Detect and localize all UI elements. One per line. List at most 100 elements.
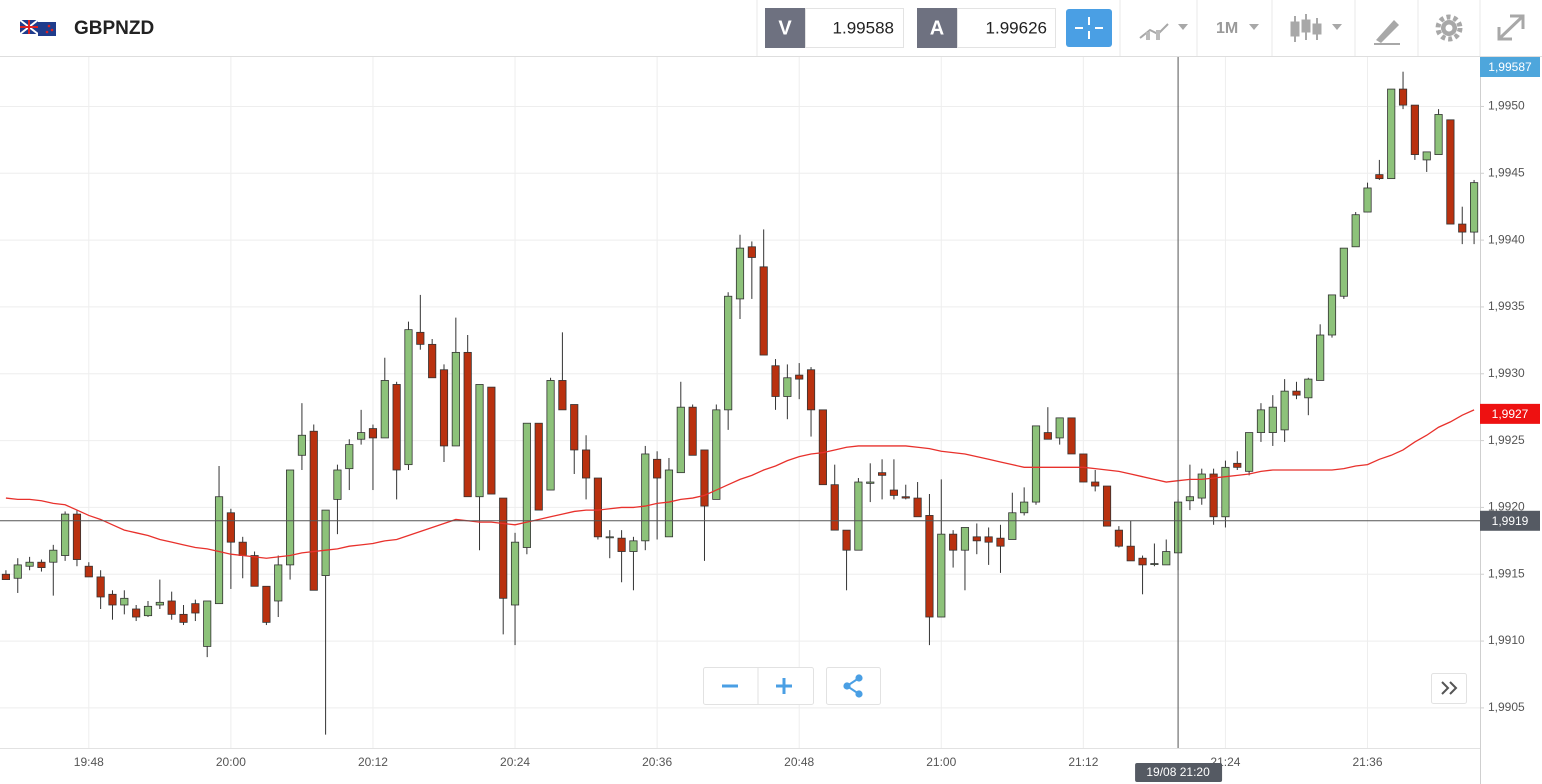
- candle-body: [96, 576, 105, 598]
- candle-body: [309, 430, 318, 591]
- candle-body: [37, 561, 46, 568]
- candle-body: [1256, 409, 1266, 433]
- candle-body: [1067, 417, 1076, 455]
- candle-body: [1446, 119, 1455, 225]
- x-tick-label: 21:12: [1068, 755, 1098, 769]
- last-price-tag-box: [1480, 57, 1540, 77]
- candle-body: [664, 469, 674, 538]
- candle-body: [724, 295, 733, 411]
- x-tick-label: 21:36: [1353, 755, 1383, 769]
- candle-body: [72, 513, 82, 560]
- candle-body: [1268, 406, 1277, 433]
- candle-body: [771, 365, 780, 397]
- candle-body: [949, 533, 958, 551]
- candle-body: [582, 449, 591, 479]
- candle-body: [120, 597, 129, 606]
- x-tick-label: 20:12: [358, 755, 388, 769]
- share-icon-dot: [843, 682, 851, 690]
- candle-body: [167, 600, 176, 615]
- candle-body: [522, 422, 531, 548]
- timeframe-button[interactable]: 1M: [1216, 20, 1259, 37]
- zoom-controls[interactable]: [703, 667, 814, 705]
- candle-body: [747, 246, 756, 258]
- candle-body: [439, 369, 449, 447]
- candle-body: [404, 329, 413, 466]
- fullscreen-button[interactable]: [1497, 14, 1525, 41]
- ask-label: A: [930, 17, 944, 39]
- y-tick-label: 1,9910: [1488, 633, 1525, 647]
- candle-body: [617, 537, 626, 552]
- chevron: [1449, 681, 1458, 695]
- candle-body: [1150, 563, 1159, 565]
- candle-body: [25, 561, 34, 567]
- ma-value-tag-box: [1480, 403, 1540, 424]
- candle-body: [1043, 432, 1052, 440]
- candle-body: [996, 537, 1005, 547]
- candle-body: [368, 428, 378, 439]
- candle-body: [570, 404, 579, 451]
- y-tick-label: 1,9940: [1488, 232, 1525, 246]
- flag-icon: [19, 19, 56, 36]
- last-price-tag: 1,99587: [1488, 60, 1532, 74]
- candle-body: [984, 536, 993, 543]
- candle-body: [1245, 432, 1254, 472]
- candle-style-button[interactable]: [1290, 14, 1342, 42]
- scroll-right-button[interactable]: [1431, 673, 1467, 704]
- candle-body: [1055, 417, 1064, 439]
- candle-body: [1233, 462, 1242, 468]
- candle-body: [428, 343, 437, 379]
- y-tick-label: 1,9925: [1488, 433, 1525, 447]
- crosshair-button[interactable]: [1066, 9, 1112, 47]
- y-tick-label: 1,9905: [1488, 700, 1525, 714]
- x-tick-label: 20:24: [500, 755, 530, 769]
- candle-body: [274, 564, 283, 602]
- candle-body: [1020, 501, 1029, 514]
- crosshair-price-tag-box: [1480, 510, 1540, 531]
- chevron: [1441, 681, 1450, 695]
- candle-body: [901, 496, 910, 499]
- candle-body: [321, 509, 330, 576]
- layer: 1,9905 1,9910 1,9915 1,9920 1,9925 1,9930 1,99…: [0, 57, 1525, 769]
- candle-body: [286, 469, 295, 566]
- draw-button[interactable]: [1374, 20, 1400, 45]
- candle-body: [333, 469, 342, 500]
- candle-body: [203, 600, 212, 647]
- candle-body: [960, 527, 970, 551]
- candle-body: [1292, 390, 1301, 396]
- crosshair-time: 19/08 21:20: [1146, 765, 1210, 779]
- scroll-box: [1431, 673, 1467, 704]
- y-tick-label: 1,9950: [1488, 99, 1525, 113]
- candle-body: [13, 564, 22, 579]
- candle-body: [108, 593, 117, 606]
- candle-body: [226, 512, 235, 543]
- share-button[interactable]: [826, 667, 881, 705]
- y-tick-label: 1,9920: [1488, 500, 1525, 514]
- chart-type-button[interactable]: [1139, 23, 1188, 40]
- candle-body: [878, 472, 887, 476]
- bid-label: V: [778, 17, 792, 39]
- candle-body: [345, 444, 354, 470]
- candle-body: [155, 601, 164, 606]
- candle-body: [238, 541, 247, 556]
- candle-body: [1, 573, 10, 580]
- bid-button[interactable]: V 1.99588: [765, 8, 904, 48]
- ask-button[interactable]: A 1.99626: [917, 8, 1056, 48]
- ask-price: 1.99626: [986, 18, 1047, 37]
- candle-body: [487, 386, 496, 495]
- candle-body: [1339, 247, 1348, 297]
- candle-body: [1434, 114, 1443, 155]
- candle-body: [1375, 174, 1384, 180]
- candle-body: [854, 481, 863, 551]
- candle-body: [1327, 294, 1337, 336]
- candle-body: [818, 409, 827, 486]
- settings-button[interactable]: [1435, 14, 1463, 42]
- candle-body: [1410, 104, 1419, 155]
- x-tick-label: 19:48: [74, 755, 104, 769]
- moving-average: [5, 409, 1475, 559]
- candle-body: [1316, 334, 1325, 381]
- candle-body: [250, 555, 259, 587]
- candle-body: [842, 529, 851, 551]
- candle-body: [1470, 182, 1479, 233]
- x-tick-label: 20:36: [642, 755, 672, 769]
- candle-body: [1091, 481, 1100, 487]
